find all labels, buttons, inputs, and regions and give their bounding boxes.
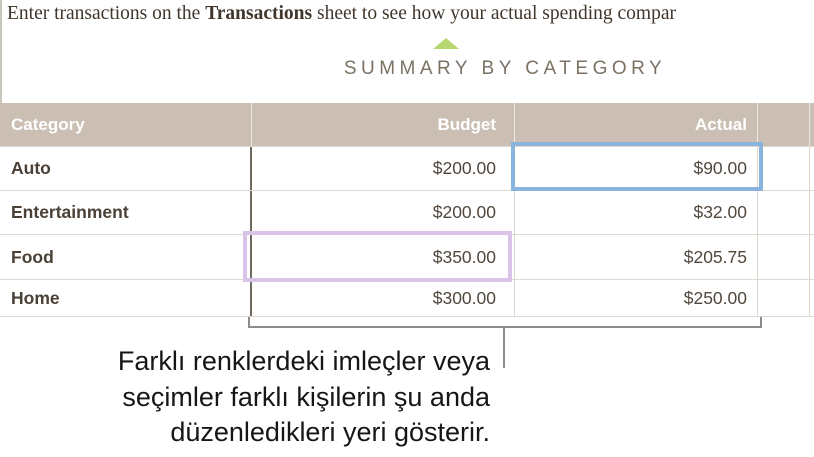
cell-category-home[interactable]: Home [0, 280, 252, 316]
cell-extra-clipped [810, 191, 814, 234]
collaborator-selection-purple [243, 231, 512, 282]
cell-actual-home[interactable]: $250.00 [515, 280, 758, 316]
header-cell-category[interactable]: Category [0, 103, 252, 146]
category-label: Entertainment [11, 202, 129, 222]
header-label-actual: Actual [695, 114, 747, 134]
category-label: Auto [11, 158, 51, 178]
table-header-row: Category Budget Actual [0, 103, 814, 146]
cell-budget-food[interactable]: $350.00 [252, 235, 515, 279]
caption-line-3: düzenledikleri yeri gösterir. [170, 417, 490, 447]
cell-extra-clipped [810, 280, 814, 316]
budget-value: $300.00 [432, 287, 496, 308]
callout-bracket-right-tick [760, 317, 762, 328]
budget-value: $200.00 [432, 202, 496, 222]
cell-actual-entertainment[interactable]: $32.00 [515, 191, 758, 234]
cell-actual-food[interactable]: $205.75 [515, 235, 758, 279]
callout-bracket-stem [503, 326, 505, 368]
callout-bracket-left-tick [248, 317, 250, 328]
header-cell-budget[interactable]: Budget [252, 103, 515, 146]
table-title[interactable]: SUMMARY BY CATEGORY [343, 58, 667, 79]
cell-extra-clipped [810, 147, 814, 190]
instruction-text-after: sheet to see how your actual spending co… [312, 3, 677, 24]
table-row: Entertainment $200.00 $32.00 [0, 190, 814, 234]
header-cell-extra[interactable] [758, 103, 810, 146]
actual-value: $90.00 [693, 158, 747, 178]
cell-budget-auto[interactable]: $200.00 [252, 147, 515, 190]
cell-extra[interactable] [758, 191, 810, 234]
budget-value: $350.00 [432, 246, 496, 267]
instruction-text-bold: Transactions [205, 3, 313, 24]
cell-extra[interactable] [758, 235, 810, 279]
actual-value: $205.75 [683, 246, 747, 267]
cell-category-auto[interactable]: Auto [0, 147, 252, 190]
cell-category-food[interactable]: Food [0, 235, 252, 279]
callout-bracket-line [248, 326, 762, 328]
cell-extra-clipped [810, 235, 814, 279]
caption-line-2: seçimler farklı kişilerin şu anda [122, 381, 490, 412]
header-label-category: Category [11, 114, 85, 134]
header-cell-actual[interactable]: Actual [515, 103, 758, 146]
category-label: Food [11, 246, 54, 267]
actual-value: $32.00 [693, 202, 747, 222]
cell-extra[interactable] [758, 280, 810, 316]
caption-line-1: Farklı renklerdeki imleçler veya [117, 346, 490, 376]
cell-category-entertainment[interactable]: Entertainment [0, 191, 252, 234]
instruction-text-before: Enter transactions on the [7, 3, 206, 24]
instruction-text: Enter transactions on the Transactions s… [7, 3, 814, 29]
caption-text: Farklı renklerdeki imleçler veya seçimle… [60, 344, 490, 451]
header-cell-extra-clipped [810, 103, 814, 146]
collaborator-selection-blue [511, 142, 763, 191]
triangle-up-icon [433, 38, 459, 49]
budget-value: $200.00 [432, 158, 496, 178]
cell-extra[interactable] [758, 147, 810, 190]
summary-table: Category Budget Actual Auto $200.00 $90.… [0, 103, 814, 317]
actual-value: $250.00 [683, 287, 747, 308]
category-label: Home [11, 287, 60, 308]
cell-budget-entertainment[interactable]: $200.00 [252, 191, 515, 234]
table-row: Home $300.00 $250.00 [0, 279, 814, 316]
table-row: Food $350.00 $205.75 [0, 234, 814, 279]
cell-actual-auto[interactable]: $90.00 [515, 147, 758, 190]
header-label-budget: Budget [437, 114, 496, 134]
cell-budget-home[interactable]: $300.00 [252, 280, 515, 316]
table-row: Auto $200.00 $90.00 [0, 146, 814, 190]
